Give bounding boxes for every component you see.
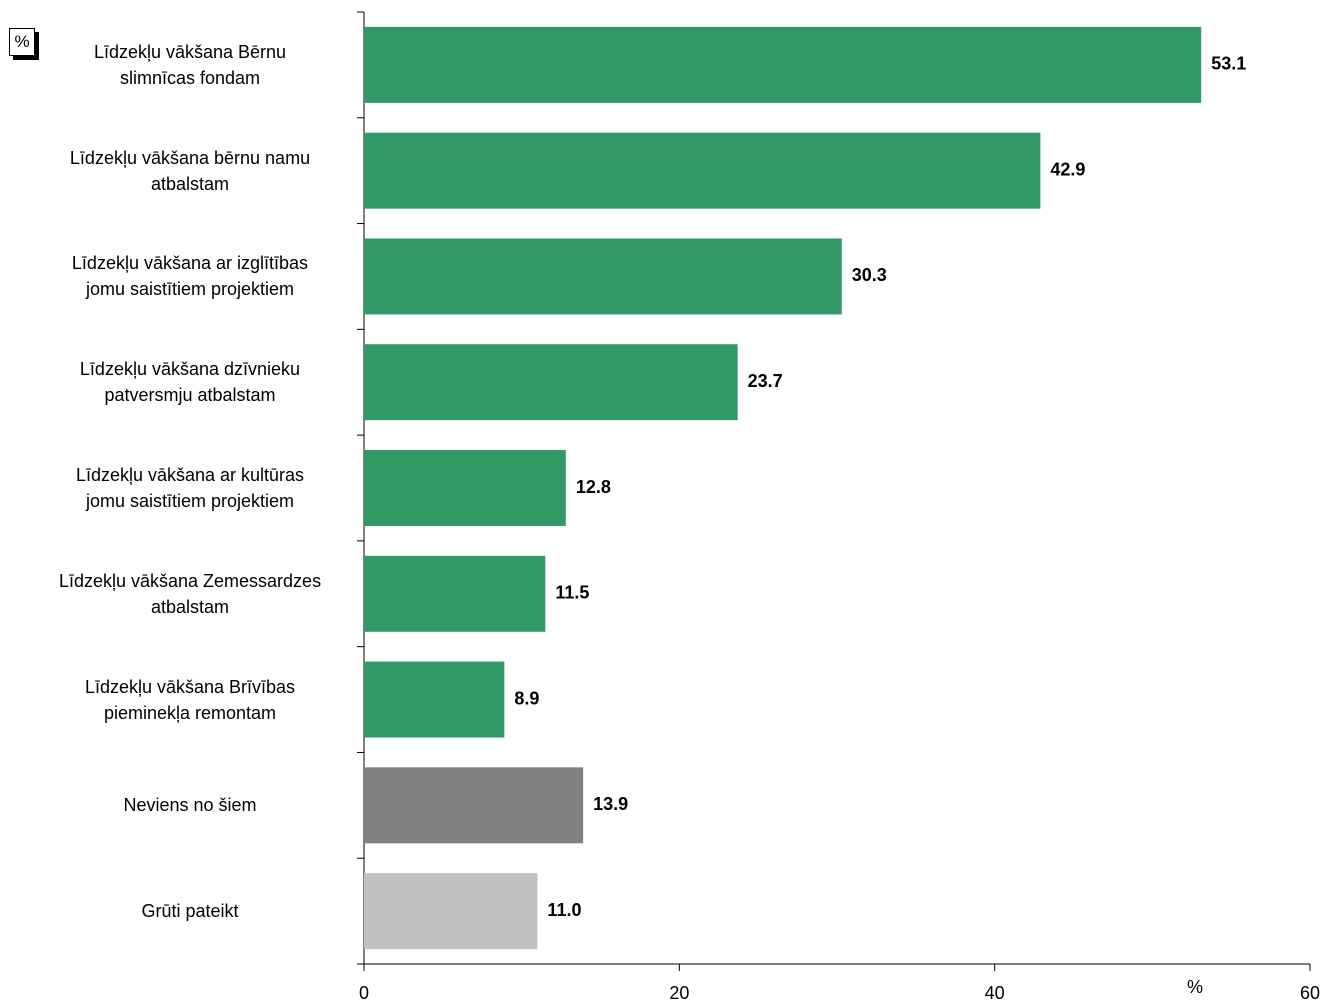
bar <box>364 238 842 315</box>
x-tick-label: 60 <box>1300 983 1320 1003</box>
category-label: Līdzekļu vākšana Bērnu slimnīcas fondam <box>93 41 287 88</box>
category-label: Līdzekļu vākšana Brīvības pieminekļa rem… <box>84 676 296 723</box>
value-label: 8.9 <box>514 688 539 708</box>
bar <box>364 132 1041 209</box>
x-tick-label: 0 <box>359 983 369 1003</box>
value-label: 42.9 <box>1050 159 1085 179</box>
value-label: 23.7 <box>748 371 783 391</box>
unit-label: % <box>9 28 35 56</box>
bar <box>364 555 546 632</box>
value-label: 13.9 <box>593 794 628 814</box>
category-label: Līdzekļu vākšana Zemessardzes atbalstam <box>58 570 322 617</box>
bar <box>364 26 1202 103</box>
value-label: 11.5 <box>555 583 589 603</box>
category-label: Līdzekļu vākšana ar kultūras jomu saistī… <box>75 465 305 511</box>
category-label: Līdzekļu vākšana dzīvnieku patversmju at… <box>79 359 301 406</box>
x-axis-label: % <box>1187 977 1203 997</box>
category-label: Līdzekļu vākšana bērnu namu atbalstam <box>69 147 311 194</box>
category-label: Līdzekļu vākšana ar izglītības jomu sais… <box>71 253 309 300</box>
bar <box>364 661 505 738</box>
value-label: 53.1 <box>1211 54 1246 74</box>
value-label: 30.3 <box>852 265 887 285</box>
x-tick-label: 20 <box>669 983 689 1003</box>
bar <box>364 873 538 950</box>
category-label: Neviens no šiem <box>123 795 257 816</box>
category-label: Grūti pateikt <box>141 901 239 922</box>
value-label: 11.0 <box>547 900 581 920</box>
bar <box>364 450 566 526</box>
bar <box>364 767 584 844</box>
value-label: 12.8 <box>576 477 611 497</box>
bar <box>364 344 738 421</box>
x-tick-label: 40 <box>985 983 1005 1003</box>
